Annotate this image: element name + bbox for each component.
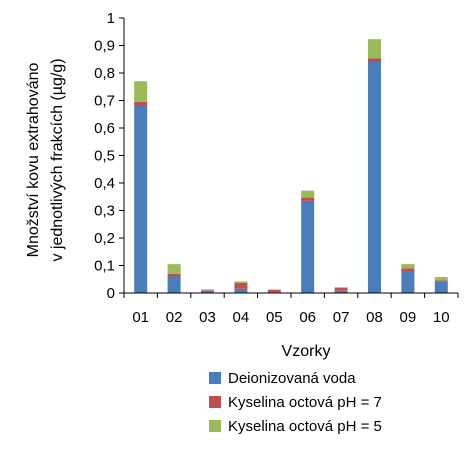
x-tick-label: 10 [433, 309, 450, 326]
legend-swatch [209, 396, 221, 408]
y-axis-ticks: 0 0,1 0,2 0,3 0,4 0,5 0,6 0,7 0,8 0,9 1 [94, 10, 125, 302]
bar-segment-02-series-1 [167, 276, 181, 293]
y-axis-title: Množství kovu extrahováno v jednotlivých … [25, 58, 66, 261]
y-tick-label: 0,2 [94, 230, 115, 247]
y-tick-label: 0,9 [94, 38, 115, 55]
bar-segment-07-series-2 [334, 287, 348, 291]
bar-segment-09-series-3 [401, 264, 415, 269]
x-tick-label: 08 [366, 309, 383, 326]
bar-segment-09-series-1 [401, 271, 415, 293]
bar-segment-03-series-1 [201, 291, 214, 293]
bar-segment-10-series-2 [434, 280, 448, 282]
x-axis-title: Vzorky [282, 343, 331, 360]
bar-segment-06-series-3 [301, 190, 315, 198]
bar-segment-10-series-1 [434, 281, 448, 293]
y-tick-label: 0,7 [94, 93, 115, 110]
y-tick-label: 0,8 [94, 65, 115, 82]
y-tick-label: 0,1 [94, 258, 115, 275]
x-tick-label: 06 [299, 309, 316, 326]
bar-segment-04-series-1 [234, 288, 248, 293]
bar-segment-04-series-2 [234, 282, 248, 289]
bar-segment-05-series-2 [267, 289, 281, 293]
bar-segment-02-series-2 [167, 273, 181, 277]
bar-segment-01-series-3 [134, 81, 148, 102]
legend-swatch [209, 372, 221, 384]
x-tick-label: 09 [400, 309, 417, 326]
bar-segment-03-series-3 [201, 289, 214, 291]
bars [134, 39, 448, 293]
y-tick-label: 0,5 [94, 148, 115, 165]
x-tick-label: 07 [333, 309, 350, 326]
bar-segment-01-series-1 [134, 106, 148, 293]
legend: Deionizovaná voda Kyselina octová pH = 7 K… [209, 370, 382, 435]
x-tick-label: 04 [233, 309, 250, 326]
bar-segment-03-series-2 [201, 290, 214, 292]
legend-label: Kyselina octová pH = 7 [228, 394, 382, 411]
bar-segment-02-series-3 [167, 264, 181, 274]
x-tick-label: 05 [266, 309, 283, 326]
bar-segment-08-series-3 [368, 39, 381, 59]
y-tick-label: 0 [107, 285, 115, 302]
legend-label: Deionizovaná voda [228, 370, 356, 387]
bar-segment-07-series-1 [334, 290, 348, 293]
y-tick-label: 1 [107, 10, 115, 27]
bar-segment-06-series-2 [301, 197, 315, 201]
bar-segment-04-series-3 [234, 281, 248, 283]
y-tick-label: 0,3 [94, 203, 115, 220]
bar-segment-08-series-1 [368, 62, 381, 293]
x-tick-label: 03 [199, 309, 216, 326]
y-tick-label: 0,4 [94, 175, 115, 192]
x-tick-label: 02 [166, 309, 183, 326]
bar-segment-01-series-2 [134, 101, 148, 106]
legend-swatch [209, 420, 221, 432]
y-axis-title-line: v jednotlivých frakcích (µg/g) [49, 58, 66, 261]
y-tick-label: 0,6 [94, 120, 115, 137]
bar-segment-08-series-2 [368, 58, 381, 62]
y-axis-title-line: Množství kovu extrahováno [25, 63, 42, 258]
x-tick-label: 01 [132, 309, 149, 326]
bar-segment-10-series-3 [434, 277, 448, 281]
bar-segment-06-series-1 [301, 200, 315, 293]
x-axis: 01 02 03 04 05 06 07 08 09 10 [123, 292, 459, 326]
legend-label: Kyselina octová pH = 5 [228, 418, 382, 435]
bar-segment-09-series-2 [401, 268, 415, 271]
